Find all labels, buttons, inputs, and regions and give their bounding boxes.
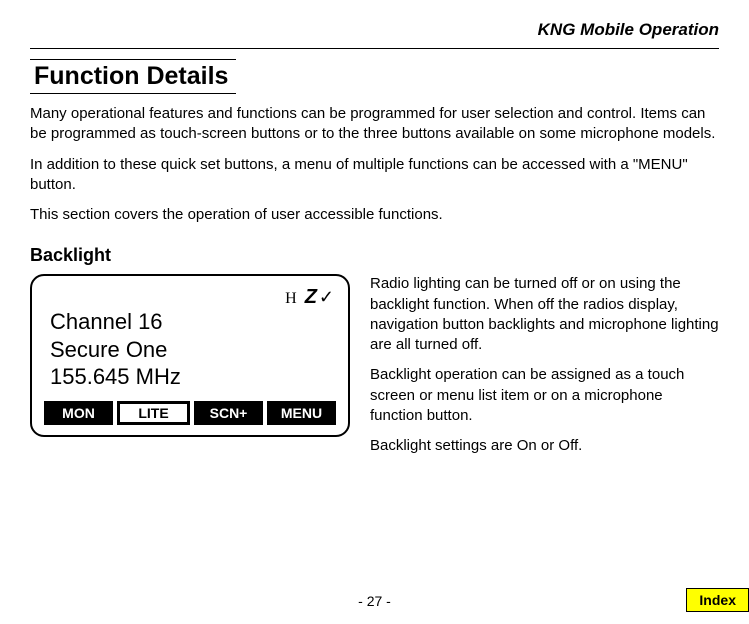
- status-check-icon: ✓: [319, 287, 336, 307]
- two-column-layout: H Z✓ Channel 16 Secure One 155.645 MHz M…: [30, 274, 719, 466]
- header-divider: [30, 48, 719, 49]
- status-h: H: [285, 290, 299, 307]
- subsection-title: Backlight: [30, 245, 719, 266]
- radio-button-row: MON LITE SCN+ MENU: [44, 401, 336, 425]
- radio-display: H Z✓ Channel 16 Secure One 155.645 MHz M…: [30, 274, 350, 437]
- index-button[interactable]: Index: [686, 588, 749, 612]
- page-number: - 27 -: [358, 593, 391, 609]
- scn-button[interactable]: SCN+: [194, 401, 263, 425]
- right-paragraph: Backlight operation can be assigned as a…: [370, 365, 719, 426]
- right-column: Radio lighting can be turned off or on u…: [370, 274, 719, 466]
- body-paragraph: Many operational features and functions …: [30, 104, 719, 145]
- lite-button[interactable]: LITE: [117, 401, 190, 425]
- header-title: KNG Mobile Operation: [30, 20, 719, 40]
- radio-status-row: H Z✓: [44, 286, 336, 308]
- section-title: Function Details: [30, 59, 236, 94]
- radio-frequency: 155.645 MHz: [50, 363, 336, 391]
- radio-mode: Secure One: [50, 336, 336, 364]
- body-paragraph: In addition to these quick set buttons, …: [30, 155, 719, 196]
- mon-button[interactable]: MON: [44, 401, 113, 425]
- radio-channel: Channel 16: [50, 308, 336, 336]
- right-paragraph: Backlight settings are On or Off.: [370, 436, 719, 456]
- status-z-icon: Z: [305, 286, 319, 308]
- body-paragraph: This section covers the operation of use…: [30, 205, 719, 225]
- right-paragraph: Radio lighting can be turned off or on u…: [370, 274, 719, 355]
- menu-button[interactable]: MENU: [267, 401, 336, 425]
